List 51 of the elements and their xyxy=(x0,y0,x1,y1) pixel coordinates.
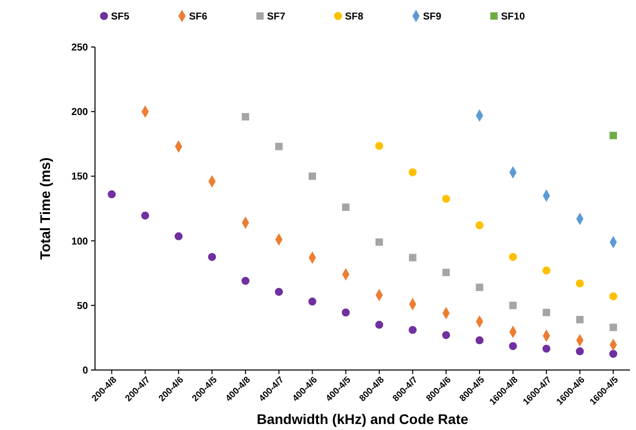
point xyxy=(442,194,450,203)
point xyxy=(308,172,316,180)
point xyxy=(576,316,584,324)
y-tick-label: 250 xyxy=(71,42,88,54)
point xyxy=(576,347,584,356)
y-tick-label: 50 xyxy=(76,300,88,312)
y-tick-label: 100 xyxy=(71,236,88,248)
point xyxy=(542,344,550,353)
point xyxy=(576,279,584,288)
point xyxy=(174,232,183,240)
point xyxy=(342,308,350,316)
point xyxy=(408,326,417,334)
legend-label: SF10 xyxy=(501,12,526,22)
point xyxy=(609,292,618,300)
point xyxy=(508,252,517,261)
point xyxy=(476,284,484,292)
legend-label: SF8 xyxy=(345,12,364,22)
point xyxy=(542,308,550,316)
x-axis-title: Bandwidth (kHz) and Code Rate xyxy=(256,411,468,427)
legend-label: SF6 xyxy=(189,12,208,22)
point xyxy=(375,320,384,329)
y-tick-label: 200 xyxy=(71,107,88,118)
point xyxy=(275,142,283,150)
legend-label: SF7 xyxy=(267,12,286,22)
y-axis-title: Total Time (ms) xyxy=(37,157,53,260)
point xyxy=(610,132,617,140)
point xyxy=(508,342,517,350)
point xyxy=(476,221,484,230)
legend-label: SF9 xyxy=(423,12,442,22)
point xyxy=(308,298,316,306)
point xyxy=(408,254,416,262)
point xyxy=(442,268,450,276)
point xyxy=(509,302,517,310)
point xyxy=(375,142,384,150)
point xyxy=(542,266,550,274)
point xyxy=(208,252,216,261)
point xyxy=(108,190,116,198)
legend-label: SF5 xyxy=(111,12,130,22)
point xyxy=(376,238,383,246)
point xyxy=(241,276,250,285)
point xyxy=(274,288,283,296)
point xyxy=(408,168,417,176)
point xyxy=(476,336,484,344)
point xyxy=(442,331,450,340)
y-tick-label: 0 xyxy=(82,366,88,376)
point xyxy=(242,113,250,120)
point xyxy=(609,350,618,358)
y-tick-label: 150 xyxy=(71,172,88,183)
point xyxy=(342,204,350,211)
point xyxy=(610,324,617,332)
point xyxy=(141,212,150,220)
